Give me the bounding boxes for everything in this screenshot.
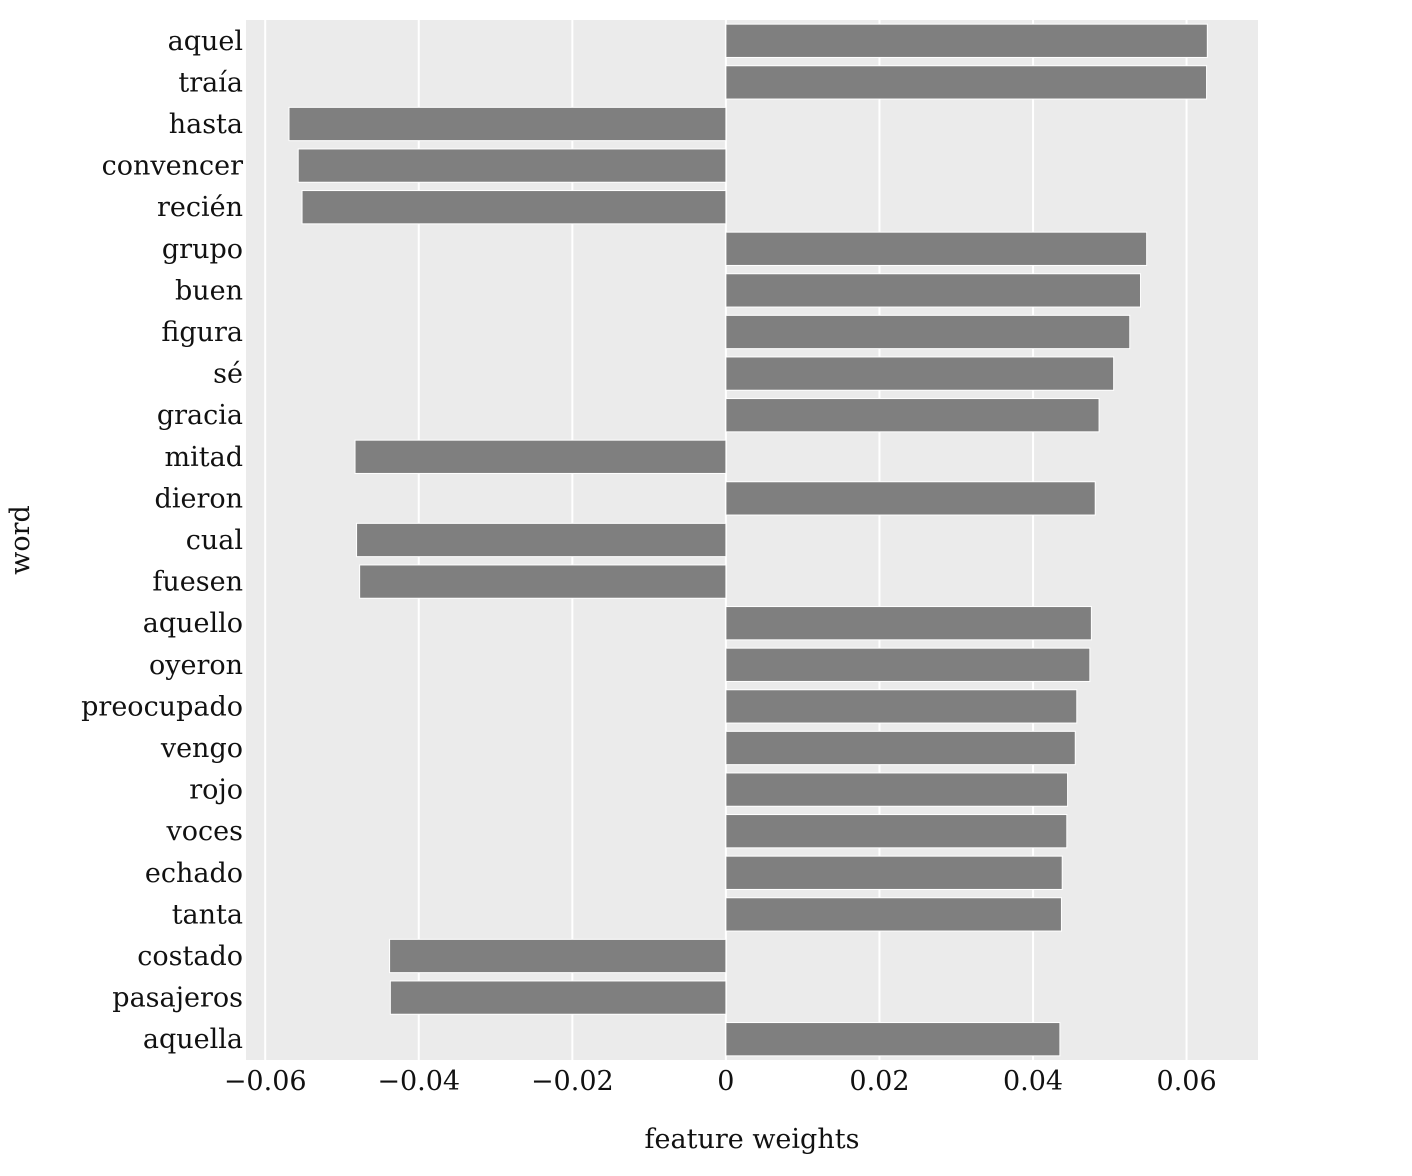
category-label: fuesen: [152, 567, 243, 598]
bar-echado: [725, 855, 1063, 890]
bar-voces: [725, 814, 1068, 849]
category-label: hasta: [169, 109, 243, 140]
bars: [288, 23, 1208, 1057]
x-tick-label: −0.02: [531, 1066, 614, 1097]
category-label: dieron: [155, 483, 243, 514]
bar-gracia: [725, 398, 1100, 433]
bar-vengo: [725, 730, 1076, 766]
category-label: aquel: [168, 26, 243, 57]
bar-fuesen: [359, 564, 727, 599]
bar-oyeron: [725, 647, 1091, 682]
category-label: gracia: [157, 400, 243, 431]
bar-aquel: [725, 23, 1208, 58]
category-label: costado: [137, 941, 243, 972]
x-tick-label: 0.04: [1003, 1066, 1063, 1097]
category-label: voces: [166, 816, 243, 847]
bar-dieron: [725, 481, 1096, 516]
y-axis-title: word: [5, 505, 36, 575]
category-label: figura: [161, 317, 243, 348]
x-tick-label: 0.06: [1157, 1066, 1217, 1097]
category-label: sé: [213, 359, 243, 390]
x-tick-label: 0.02: [849, 1066, 909, 1097]
category-label: vengo: [160, 733, 243, 764]
bar-hasta: [288, 106, 727, 142]
bar-rojo: [725, 772, 1069, 807]
bar-grupo: [725, 231, 1148, 266]
bar-figura: [725, 314, 1131, 350]
bar-pasajeros: [389, 980, 727, 1015]
category-label: preocupado: [81, 691, 243, 722]
category-label: oyeron: [149, 650, 243, 681]
bar-convencer: [297, 148, 727, 183]
bar-mitad: [354, 439, 727, 474]
bar-recién: [301, 190, 727, 225]
category-label: aquello: [143, 608, 243, 639]
category-label: buen: [175, 275, 243, 306]
category-label: tanta: [172, 899, 243, 930]
category-label: convencer: [102, 151, 243, 182]
category-label: echado: [145, 858, 243, 889]
bar-sé: [725, 356, 1115, 391]
category-label: recién: [157, 192, 243, 223]
x-tick-labels: −0.06 −0.04 −0.02 0 0.02 0.04 0.06: [224, 1066, 1217, 1097]
bar-costado: [389, 938, 727, 974]
category-label: aquella: [143, 1024, 243, 1055]
category-labels: aquel traía hasta convencer recién grupo buen f…: [81, 26, 243, 1055]
bar-cual: [356, 522, 727, 558]
category-label: rojo: [189, 775, 243, 806]
bar-aquella: [725, 1022, 1061, 1057]
x-tick-label: −0.06: [224, 1066, 307, 1097]
bar-traía: [725, 65, 1208, 100]
bar-preocupado: [725, 689, 1078, 724]
category-label: pasajeros: [112, 983, 243, 1014]
x-axis-title: feature weights: [645, 1124, 860, 1155]
category-label: mitad: [165, 442, 243, 473]
x-tick-label: 0: [717, 1066, 734, 1097]
x-tick-label: −0.04: [377, 1066, 460, 1097]
category-label: grupo: [162, 234, 243, 265]
bar-tanta: [725, 897, 1062, 932]
bar-buen: [725, 273, 1142, 308]
category-label: cual: [186, 525, 243, 556]
bar-aquello: [725, 606, 1092, 641]
category-label: traía: [178, 67, 243, 98]
